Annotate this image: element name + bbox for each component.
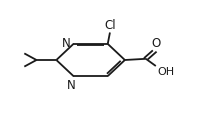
Text: N: N [67,79,76,92]
Text: OH: OH [157,67,174,77]
Text: O: O [151,37,160,50]
Text: N: N [61,37,70,50]
Text: Cl: Cl [104,19,116,32]
